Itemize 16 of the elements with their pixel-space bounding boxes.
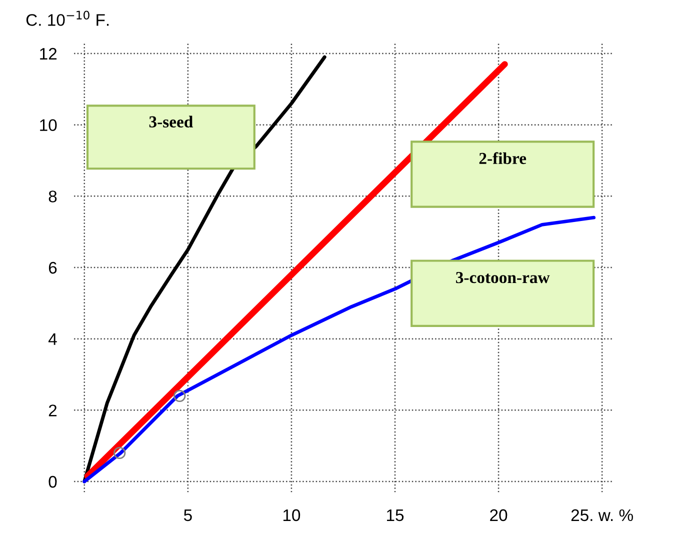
annotation: 2-fibre (479, 152, 526, 164)
x-tick-label: 20 (490, 509, 508, 522)
y-axis-title: C. 10$^{−10}$ F. (26, 10, 109, 26)
x-tick-label: 25. w. % (571, 509, 633, 522)
x-tick-label: 15 (387, 509, 404, 522)
y-tick-label: 6 (48, 262, 57, 274)
y-tick-label: 10 (40, 119, 57, 132)
y-tick-label: 0 (48, 476, 57, 488)
y-tick-label: 8 (48, 190, 57, 202)
y-tick-label: 2 (48, 404, 57, 416)
annotation: 3-cotoon-raw (456, 272, 550, 284)
x-tick-label: 5 (184, 509, 192, 522)
x-tick-label: 10 (283, 509, 300, 522)
y-tick-label: 4 (48, 333, 57, 345)
y-tick-label: 12 (40, 48, 57, 60)
annotation: 3-seed (149, 116, 193, 128)
